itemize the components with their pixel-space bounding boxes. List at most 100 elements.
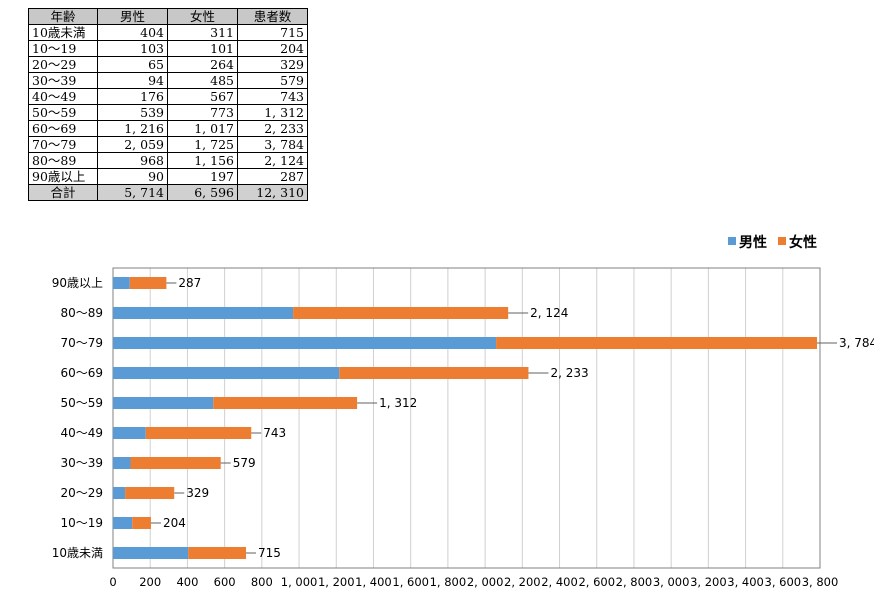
bar-segment-male — [113, 277, 130, 289]
legend-swatch-male — [728, 237, 736, 245]
total-male: 5, 714 — [97, 184, 168, 201]
y-category-label: 10歳未満 — [52, 546, 103, 560]
table-cell-patients: 329 — [237, 56, 308, 73]
total-female: 6, 596 — [167, 184, 238, 201]
x-tick-label: 0 — [109, 575, 116, 589]
total-data-label: 743 — [263, 426, 286, 440]
total-data-label: 2, 233 — [550, 366, 588, 380]
x-tick-label: 1, 600 — [392, 575, 429, 589]
table-cell-male: 2, 059 — [97, 136, 168, 153]
chart-bars — [113, 277, 818, 559]
bar-segment-female — [339, 367, 529, 379]
table-row: 90歳以上 90 197 287 — [28, 168, 308, 185]
table-cell-female: 264 — [167, 56, 238, 73]
total-data-label: 579 — [233, 456, 256, 470]
table-row: 10～19 103 101 204 — [28, 40, 308, 57]
header-male: 男性 — [97, 8, 168, 25]
bar-segment-female — [188, 547, 247, 559]
table-cell-female: 485 — [167, 72, 238, 89]
table-cell-female: 1, 725 — [167, 136, 238, 153]
total-patients: 12, 310 — [237, 184, 308, 201]
header-patients: 患者数 — [237, 8, 308, 25]
bar-segment-female — [145, 427, 252, 439]
table-total-row: 合計 5, 714 6, 596 12, 310 — [28, 184, 308, 201]
table-cell-patients: 1, 312 — [237, 104, 308, 121]
table-row: 40～49 176 567 743 — [28, 88, 308, 105]
bar-segment-male — [113, 547, 189, 559]
header-age: 年齢 — [28, 8, 98, 25]
total-data-label: 1, 312 — [379, 396, 417, 410]
bar-segment-male — [113, 307, 294, 319]
table-row: 10歳未満 404 311 715 — [28, 24, 308, 41]
y-category-label: 20～29 — [60, 486, 103, 500]
legend-label-male: 男性 — [739, 234, 767, 251]
x-tick-label: 2, 000 — [467, 575, 504, 589]
table-cell-patients: 579 — [237, 72, 308, 89]
bar-segment-female — [132, 517, 151, 529]
bar-segment-female — [130, 457, 221, 469]
bar-segment-female — [496, 337, 818, 349]
bar-segment-male — [113, 487, 126, 499]
table-cell-female: 1, 156 — [167, 152, 238, 169]
bar-segment-male — [113, 367, 340, 379]
y-category-label: 30～39 — [60, 456, 103, 470]
bar-segment-male — [113, 427, 146, 439]
x-tick-label: 3, 400 — [727, 575, 764, 589]
total-data-label: 3, 784 — [839, 336, 874, 350]
legend-swatch-female — [778, 237, 786, 245]
total-data-label: 329 — [186, 486, 209, 500]
table-header-row: 年齢 男性 女性 患者数 — [28, 8, 308, 25]
bar-segment-male — [113, 397, 214, 409]
table-cell-female: 197 — [167, 168, 238, 185]
table-cell-female: 1, 017 — [167, 120, 238, 137]
y-category-label: 60～69 — [60, 366, 103, 380]
total-data-label: 715 — [258, 546, 281, 560]
bar-segment-female — [213, 397, 358, 409]
bar-segment-male — [113, 457, 131, 469]
table-cell-age: 50～59 — [28, 104, 98, 121]
chart-labels: 0 200 400 600 800 1, 000 1, 200 1, 400 1, 600 1, … — [52, 276, 874, 589]
table-cell-patients: 204 — [237, 40, 308, 57]
table-cell-age: 80～89 — [28, 152, 98, 169]
stacked-bar-chart: 0 200 400 600 800 1, 000 1, 200 1, 400 1, 600 1, … — [52, 234, 874, 589]
y-category-label: 50～59 — [60, 396, 103, 410]
table-row: 50～59 539 773 1, 312 — [28, 104, 308, 121]
table-cell-patients: 2, 233 — [237, 120, 308, 137]
table-cell-patients: 2, 124 — [237, 152, 308, 169]
table-cell-female: 311 — [167, 24, 238, 41]
table-cell-male: 65 — [97, 56, 168, 73]
x-tick-label: 1, 800 — [430, 575, 467, 589]
bar-segment-male — [113, 517, 133, 529]
table-cell-patients: 287 — [237, 168, 308, 185]
chart-legend: 男性 女性 — [728, 234, 817, 251]
table-row: 20～29 65 264 329 — [28, 56, 308, 73]
y-category-label: 90歳以上 — [52, 276, 103, 290]
x-tick-label: 2, 800 — [616, 575, 653, 589]
table-cell-male: 1, 216 — [97, 120, 168, 137]
x-tick-label: 3, 000 — [653, 575, 690, 589]
header-female: 女性 — [167, 8, 238, 25]
plot-area-border — [112, 267, 821, 569]
table-row: 60～69 1, 216 1, 017 2, 233 — [28, 120, 308, 137]
table-cell-age: 10歳未満 — [28, 24, 98, 41]
table-cell-male: 404 — [97, 24, 168, 41]
x-tick-label: 800 — [251, 575, 273, 589]
x-tick-label: 2, 600 — [578, 575, 615, 589]
x-tick-label: 600 — [214, 575, 236, 589]
table-cell-age: 40～49 — [28, 88, 98, 105]
table-cell-male: 103 — [97, 40, 168, 57]
table-cell-female: 567 — [167, 88, 238, 105]
x-tick-label: 400 — [176, 575, 198, 589]
bar-segment-female — [293, 307, 509, 319]
x-tick-label: 1, 000 — [281, 575, 318, 589]
y-category-label: 40～49 — [60, 426, 103, 440]
table-cell-male: 94 — [97, 72, 168, 89]
total-data-label: 2, 124 — [530, 306, 568, 320]
y-category-label: 80～89 — [60, 306, 103, 320]
table-cell-male: 539 — [97, 104, 168, 121]
x-tick-label: 3, 800 — [802, 575, 839, 589]
y-category-label: 10～19 — [60, 516, 103, 530]
table-cell-male: 968 — [97, 152, 168, 169]
total-data-label: 287 — [178, 276, 201, 290]
table-cell-age: 90歳以上 — [28, 168, 98, 185]
